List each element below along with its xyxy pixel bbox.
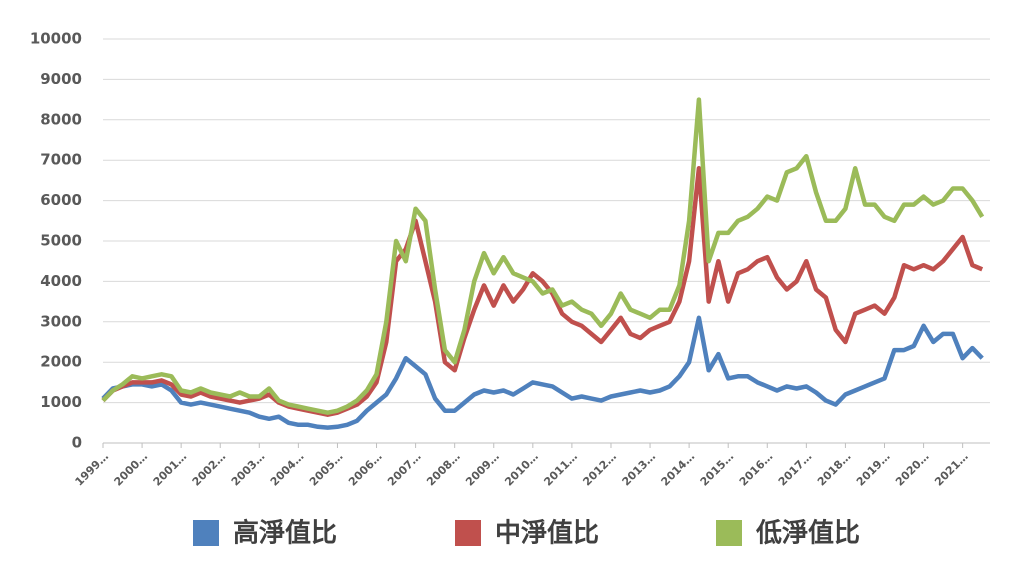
y-tick-label: 8000 — [40, 110, 82, 128]
x-tick-label: 2019… — [854, 450, 893, 489]
y-tick-label: 5000 — [40, 232, 82, 250]
y-tick-label: 2000 — [40, 353, 82, 371]
x-tick-label: 2016… — [737, 450, 776, 489]
legend-swatch — [455, 520, 481, 546]
x-tick-label: 2017… — [776, 450, 815, 489]
x-tick-label: 2018… — [815, 450, 854, 489]
y-tick-label: 3000 — [40, 312, 82, 330]
y-tick-label: 9000 — [40, 70, 82, 88]
x-tick-label: 2020… — [893, 450, 932, 489]
y-tick-label: 4000 — [40, 272, 82, 290]
x-tick-label: 2012… — [580, 450, 619, 489]
x-tick-label: 1999… — [72, 450, 111, 489]
x-tick-label: 2010… — [502, 450, 541, 489]
x-tick-label: 2003… — [229, 450, 268, 489]
x-tick-label: 2021… — [932, 450, 971, 489]
x-tick-label: 2005… — [307, 450, 346, 489]
legend-label: 中淨值比 — [495, 519, 599, 549]
x-tick-label: 2011… — [541, 450, 580, 489]
x-tick-label: 2001… — [151, 450, 190, 489]
x-tick-label: 2015… — [698, 450, 737, 489]
series-line — [101, 315, 984, 430]
y-tick-label: 10000 — [30, 30, 82, 48]
x-tick-label: 2009… — [463, 450, 502, 489]
y-tick-label: 6000 — [40, 191, 82, 209]
x-tick-label: 2004… — [268, 450, 307, 489]
legend-label: 低淨值比 — [755, 519, 860, 549]
legend-swatch — [193, 520, 219, 546]
x-tick-label: 2013… — [620, 450, 659, 489]
x-tick-label: 2002… — [190, 450, 229, 489]
x-tick-label: 2000… — [112, 450, 151, 489]
x-tick-label: 2014… — [659, 450, 698, 489]
y-tick-label: 7000 — [40, 151, 82, 169]
series-line — [101, 166, 984, 417]
y-tick-label: 1000 — [40, 393, 82, 411]
x-tick-label: 2007… — [385, 450, 424, 489]
x-tick-label: 2006… — [346, 450, 385, 489]
x-tick-label: 2008… — [424, 450, 463, 489]
legend-swatch — [716, 520, 742, 546]
series-line — [101, 97, 985, 415]
y-tick-label: 0 — [72, 434, 82, 452]
legend-label: 高淨值比 — [233, 518, 337, 549]
